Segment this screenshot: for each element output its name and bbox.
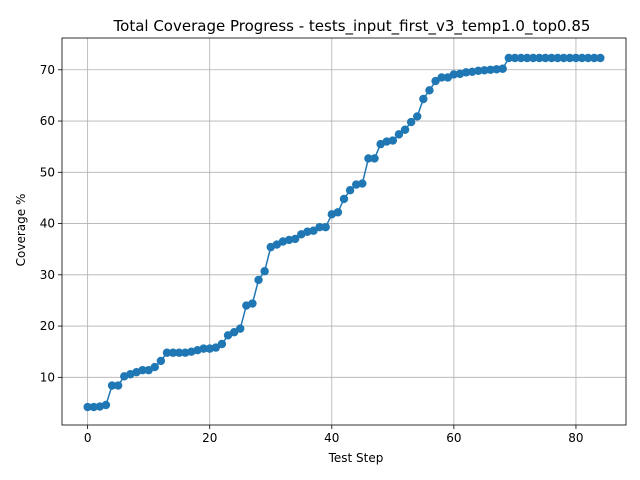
data-point <box>577 53 587 63</box>
y-tick-label: 50 <box>40 165 55 179</box>
series-layer <box>83 53 605 412</box>
y-tick-label: 40 <box>40 217 55 231</box>
data-point <box>535 53 544 63</box>
data-point <box>358 179 367 188</box>
data-point <box>419 94 428 104</box>
data-point <box>596 53 605 63</box>
data-point <box>461 68 471 77</box>
data-point <box>583 53 593 63</box>
data-point <box>156 356 166 366</box>
data-point <box>260 267 269 276</box>
data-point <box>590 53 599 63</box>
y-tick-label: 10 <box>40 370 55 384</box>
data-point <box>89 402 98 412</box>
data-point <box>504 53 514 63</box>
data-point <box>150 362 159 372</box>
data-point <box>559 53 568 63</box>
data-point <box>345 186 355 195</box>
data-point <box>516 53 526 63</box>
data-point <box>547 53 556 63</box>
data-point <box>565 53 575 63</box>
y-axis-label: Coverage % <box>14 194 28 267</box>
data-point <box>315 222 324 232</box>
y-tick-label: 70 <box>40 63 55 77</box>
y-tick-label: 20 <box>40 319 55 333</box>
data-point <box>492 65 501 74</box>
y-tick-label: 60 <box>40 114 55 128</box>
data-point <box>388 136 398 145</box>
x-axis-label: Test Step <box>328 451 384 465</box>
data-point <box>406 117 416 127</box>
data-point <box>449 70 459 79</box>
plot-frame <box>61 37 627 426</box>
data-point <box>248 299 257 308</box>
x-tick-label: 20 <box>202 431 217 445</box>
x-tick-label: 40 <box>324 431 339 445</box>
data-point <box>364 154 373 163</box>
data-point <box>437 73 446 82</box>
data-point <box>394 130 404 139</box>
data-point <box>101 400 111 410</box>
data-point <box>333 208 343 217</box>
data-point <box>339 194 349 204</box>
data-point <box>474 66 483 76</box>
data-point <box>571 53 581 63</box>
data-point <box>217 339 227 349</box>
data-point <box>413 112 422 121</box>
grid-lines <box>62 38 626 425</box>
data-point <box>370 154 379 163</box>
data-point <box>425 86 434 95</box>
data-point <box>553 53 562 63</box>
data-point <box>498 64 507 73</box>
data-point <box>83 402 92 412</box>
axis-ticks: 0 20 40 60 80 10 20 30 40 50 60 70 <box>40 63 584 445</box>
data-point <box>229 328 239 337</box>
y-tick-label: 30 <box>40 268 55 282</box>
data-point <box>138 365 147 375</box>
data-point <box>480 66 489 75</box>
data-point <box>510 53 520 63</box>
data-point <box>309 226 318 235</box>
x-tick-label: 0 <box>84 431 92 445</box>
data-point <box>321 222 330 232</box>
data-point <box>486 65 495 74</box>
data-point <box>168 348 178 357</box>
data-point <box>162 348 172 357</box>
data-point <box>107 381 117 390</box>
data-point <box>541 53 550 63</box>
data-point <box>174 348 184 357</box>
data-point <box>529 53 538 63</box>
data-point <box>400 125 410 134</box>
data-point <box>211 343 221 352</box>
data-point <box>254 275 263 285</box>
data-point <box>113 381 123 390</box>
data-point <box>199 344 208 353</box>
x-tick-label: 60 <box>446 431 461 445</box>
data-point <box>431 76 440 86</box>
x-tick-label: 80 <box>568 431 583 445</box>
data-point <box>236 324 245 333</box>
chart-title: Total Coverage Progress - tests_input_fi… <box>113 17 591 36</box>
data-point <box>290 234 300 244</box>
data-point <box>522 53 532 63</box>
